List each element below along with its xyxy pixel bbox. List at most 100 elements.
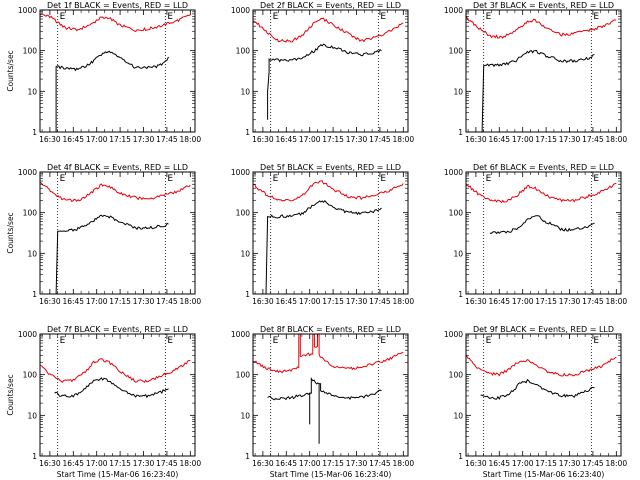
x-tick-label: 18:00: [393, 297, 415, 306]
y-tick-label: 10: [27, 411, 37, 420]
y-tick-label: 1: [458, 290, 463, 299]
x-tick-label: 17:30: [133, 459, 155, 468]
y-tick-label: 100: [23, 47, 38, 56]
x-axis-label: Start Time (15-Mar-06 16:23:40): [270, 470, 392, 479]
x-tick-label: 18:00: [606, 135, 628, 144]
marker-label: E: [60, 174, 66, 184]
x-tick-label: 16:45: [275, 297, 297, 306]
marker-label: E: [273, 12, 279, 22]
x-tick-label: 17:15: [322, 135, 344, 144]
y-tick-label: 100: [449, 371, 464, 380]
x-tick-label: 17:00: [86, 459, 108, 468]
x-tick-label: 17:15: [322, 459, 344, 468]
lld-series-line: [466, 355, 617, 377]
y-tick-label: 100: [23, 371, 38, 380]
x-tick-label: 17:45: [369, 297, 391, 306]
lld-series-line: [253, 333, 404, 374]
x-tick-label: 16:45: [275, 135, 297, 144]
panel-title: Det 3f BLACK = Events, RED = LLD: [473, 1, 614, 10]
plot-frame: [39, 333, 196, 457]
x-tick-label: 17:45: [156, 459, 178, 468]
y-axis-label: Counts/sec: [6, 374, 15, 415]
y-axis-label: Counts/sec: [6, 212, 15, 253]
marker-label: E: [486, 336, 492, 346]
x-tick-label: 17:00: [299, 135, 321, 144]
events-series-line: [55, 214, 169, 295]
x-tick-label: 18:00: [606, 459, 628, 468]
events-series-line: [481, 49, 595, 133]
x-tick-label: 17:30: [346, 459, 368, 468]
y-tick-label: 1: [32, 452, 37, 461]
plot-frame: [39, 9, 196, 133]
events-series-line: [489, 215, 595, 235]
x-tick-label: 17:30: [133, 297, 155, 306]
plot-frame: [252, 333, 409, 457]
y-tick-label: 100: [23, 209, 38, 218]
x-tick-label: 16:30: [252, 297, 274, 306]
y-tick-label: 10: [453, 249, 463, 258]
x-tick-label: 16:30: [252, 135, 274, 144]
marker-label: E: [273, 336, 279, 346]
x-tick-label: 16:30: [465, 459, 487, 468]
y-tick-label: 1000: [18, 330, 37, 339]
x-tick-label: 17:00: [299, 459, 321, 468]
y-tick-label: 10: [453, 411, 463, 420]
marker-label: E: [60, 12, 66, 22]
x-tick-label: 17:45: [582, 459, 604, 468]
events-series-line: [55, 50, 169, 132]
plot-frame: [39, 171, 196, 295]
x-tick-label: 17:15: [535, 297, 557, 306]
marker-label: E: [380, 174, 386, 184]
y-tick-label: 1000: [231, 330, 250, 339]
x-tick-label: 16:45: [62, 459, 84, 468]
y-tick-label: 100: [236, 47, 251, 56]
marker-label: E: [593, 174, 599, 184]
panel-title: Det 5f BLACK = Events, RED = LLD: [260, 163, 401, 172]
y-tick-label: 1000: [444, 6, 463, 15]
panel-title: Det 9f BLACK = Events, RED = LLD: [473, 325, 614, 334]
events-series-line: [480, 378, 595, 400]
y-tick-label: 10: [453, 87, 463, 96]
y-tick-label: 1000: [18, 168, 37, 177]
y-tick-label: 1: [458, 452, 463, 461]
marker-label: E: [593, 12, 599, 22]
x-tick-label: 17:00: [512, 459, 534, 468]
panel-6: Det 6f BLACK = Events, RED = LLD E E 1 10 100…: [444, 163, 627, 306]
panel-4: Det 4f BLACK = Events, RED = LLD E E 1 10 100…: [6, 163, 201, 306]
events-series-line: [267, 376, 382, 444]
panel-3: Det 3f BLACK = Events, RED = LLD E E 1 10 100…: [444, 1, 627, 144]
x-tick-label: 17:15: [109, 459, 131, 468]
x-tick-label: 16:30: [465, 297, 487, 306]
y-tick-label: 1000: [231, 168, 250, 177]
x-tick-label: 18:00: [180, 135, 202, 144]
y-tick-label: 1: [458, 128, 463, 137]
x-tick-label: 17:45: [582, 297, 604, 306]
lld-series-line: [40, 13, 191, 33]
x-tick-label: 17:45: [156, 297, 178, 306]
x-tick-label: 18:00: [393, 135, 415, 144]
panel-title: Det 1f BLACK = Events, RED = LLD: [47, 1, 188, 10]
x-tick-label: 16:45: [275, 459, 297, 468]
y-tick-label: 10: [27, 249, 37, 258]
x-tick-label: 17:30: [559, 459, 581, 468]
lld-series-line: [466, 183, 617, 204]
panel-title: Det 7f BLACK = Events, RED = LLD: [47, 325, 188, 334]
lld-series-line: [40, 182, 191, 203]
x-tick-label: 18:00: [393, 459, 415, 468]
y-tick-label: 1000: [231, 6, 250, 15]
y-tick-label: 1: [32, 128, 37, 137]
marker-label: E: [486, 12, 492, 22]
x-tick-label: 17:45: [582, 135, 604, 144]
y-tick-label: 100: [236, 209, 251, 218]
panel-9: Det 9f BLACK = Events, RED = LLD E E 1 10 100…: [444, 325, 627, 479]
x-tick-label: 17:15: [535, 459, 557, 468]
panel-1: Det 1f BLACK = Events, RED = LLD E E 1 10 100…: [6, 1, 201, 144]
y-tick-label: 100: [449, 47, 464, 56]
lld-series-line: [253, 180, 404, 202]
marker-label: E: [167, 336, 173, 346]
marker-label: E: [167, 12, 173, 22]
x-tick-label: 17:30: [133, 135, 155, 144]
events-series-line: [54, 377, 169, 399]
